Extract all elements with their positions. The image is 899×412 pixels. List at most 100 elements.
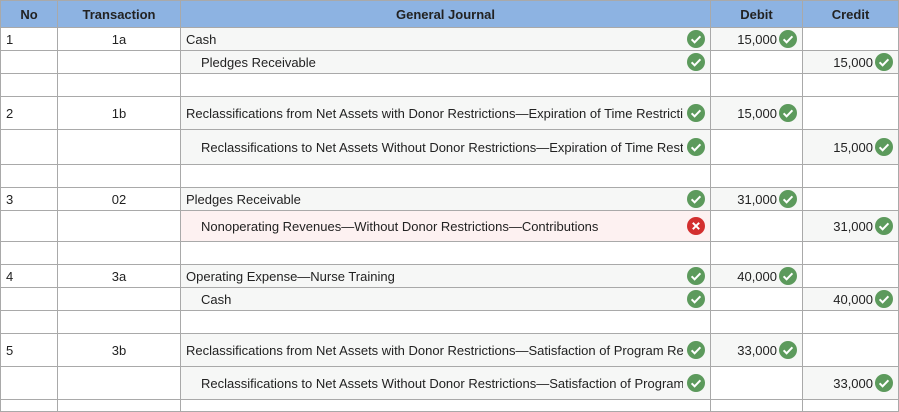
empty-cell: [0, 310, 58, 334]
credit-cell: 31,000: [802, 210, 899, 242]
no-cell: 1: [0, 27, 58, 51]
blank-row: [0, 399, 899, 412]
column-header: Transaction: [57, 0, 181, 28]
column-header: Debit: [710, 0, 803, 28]
debit-cell: [710, 366, 803, 400]
empty-cell: [710, 73, 803, 97]
entry-number: 1: [6, 31, 14, 47]
column-header: No: [0, 0, 58, 28]
check-icon: [875, 217, 893, 235]
column-header: General Journal: [180, 0, 711, 28]
check-icon: [875, 138, 893, 156]
empty-cell: [710, 241, 803, 265]
transaction-cell: 3b: [57, 333, 181, 367]
debit-cell: 40,000: [710, 264, 803, 288]
debit-cell: 31,000: [710, 187, 803, 211]
empty-cell: [802, 73, 899, 97]
empty-cell: [802, 399, 899, 412]
journal-row: Nonoperating Revenues—Without Donor Rest…: [0, 210, 899, 242]
journal-row: 5 3b Reclassifications from Net Assets wit…: [0, 333, 899, 367]
transaction-cell: [57, 287, 181, 311]
transaction-cell: [57, 210, 181, 242]
empty-cell: [57, 399, 181, 412]
check-icon: [875, 374, 893, 392]
debit-cell: 15,000: [710, 96, 803, 130]
account-cell: Reclassifications to Net Assets Without …: [180, 129, 711, 165]
account-name: Cash: [186, 31, 217, 47]
check-icon: [687, 374, 705, 392]
blank-row: [0, 310, 899, 334]
entry-number: 2: [6, 105, 14, 121]
transaction-id: 3a: [111, 268, 127, 284]
credit-cell: [802, 187, 899, 211]
debit-cell: [710, 210, 803, 242]
transaction-cell: 1b: [57, 96, 181, 130]
check-icon: [779, 341, 797, 359]
no-cell: [0, 210, 58, 242]
debit-amount: 15,000: [737, 105, 777, 121]
credit-amount: 15,000: [833, 139, 873, 155]
no-cell: [0, 50, 58, 74]
check-icon: [779, 30, 797, 48]
credit-cell: [802, 96, 899, 130]
account-name: Operating Expense—Nurse Training: [186, 268, 395, 284]
no-cell: [0, 366, 58, 400]
entry-number: 3: [6, 191, 14, 207]
debit-cell: [710, 129, 803, 165]
check-icon: [687, 30, 705, 48]
no-cell: 5: [0, 333, 58, 367]
account-cell: Nonoperating Revenues—Without Donor Rest…: [180, 210, 711, 242]
empty-cell: [802, 164, 899, 188]
journal-row: Pledges Receivable 15,000: [0, 50, 899, 74]
transaction-cell: [57, 366, 181, 400]
empty-cell: [57, 241, 181, 265]
debit-cell: 15,000: [710, 27, 803, 51]
journal-row: Reclassifications to Net Assets Without …: [0, 366, 899, 400]
empty-cell: [57, 310, 181, 334]
transaction-cell: 02: [57, 187, 181, 211]
empty-cell: [0, 164, 58, 188]
credit-cell: 40,000: [802, 287, 899, 311]
account-name: Reclassifications to Net Assets Without …: [201, 139, 683, 155]
credit-amount: 31,000: [833, 218, 873, 234]
debit-cell: 33,000: [710, 333, 803, 367]
account-cell: Cash: [180, 287, 711, 311]
empty-cell: [0, 399, 58, 412]
check-icon: [687, 267, 705, 285]
journal-row: 4 3a Operating Expense—Nurse Training 40,00…: [0, 264, 899, 288]
empty-cell: [0, 241, 58, 265]
credit-cell: 15,000: [802, 50, 899, 74]
credit-amount: 40,000: [833, 291, 873, 307]
check-icon: [779, 104, 797, 122]
check-icon: [687, 341, 705, 359]
credit-amount: 33,000: [833, 375, 873, 391]
error-icon: [687, 217, 705, 235]
account-cell: Reclassifications from Net Assets with D…: [180, 96, 711, 130]
empty-cell: [57, 164, 181, 188]
credit-cell: 33,000: [802, 366, 899, 400]
credit-cell: [802, 27, 899, 51]
account-cell: Cash: [180, 27, 711, 51]
debit-cell: [710, 50, 803, 74]
journal-row: Reclassifications to Net Assets Without …: [0, 129, 899, 165]
account-cell: Reclassifications to Net Assets Without …: [180, 366, 711, 400]
account-name: Reclassifications to Net Assets Without …: [201, 375, 683, 391]
empty-cell: [57, 73, 181, 97]
transaction-id: 1b: [111, 105, 127, 121]
check-icon: [687, 53, 705, 71]
account-name: Cash: [201, 291, 232, 307]
no-cell: 2: [0, 96, 58, 130]
account-name: Reclassifications from Net Assets with D…: [186, 342, 683, 358]
debit-cell: [710, 287, 803, 311]
journal-row: 3 02 Pledges Receivable 31,000: [0, 187, 899, 211]
check-icon: [687, 104, 705, 122]
no-cell: 4: [0, 264, 58, 288]
header-row: No Transaction General Journal Debit Credit: [0, 0, 899, 28]
empty-cell: [802, 310, 899, 334]
debit-amount: 33,000: [737, 342, 777, 358]
account-name: Nonoperating Revenues—Without Donor Rest…: [201, 218, 599, 234]
journal-row: Cash 40,000: [0, 287, 899, 311]
account-name: Pledges Receivable: [201, 54, 316, 70]
no-cell: [0, 129, 58, 165]
